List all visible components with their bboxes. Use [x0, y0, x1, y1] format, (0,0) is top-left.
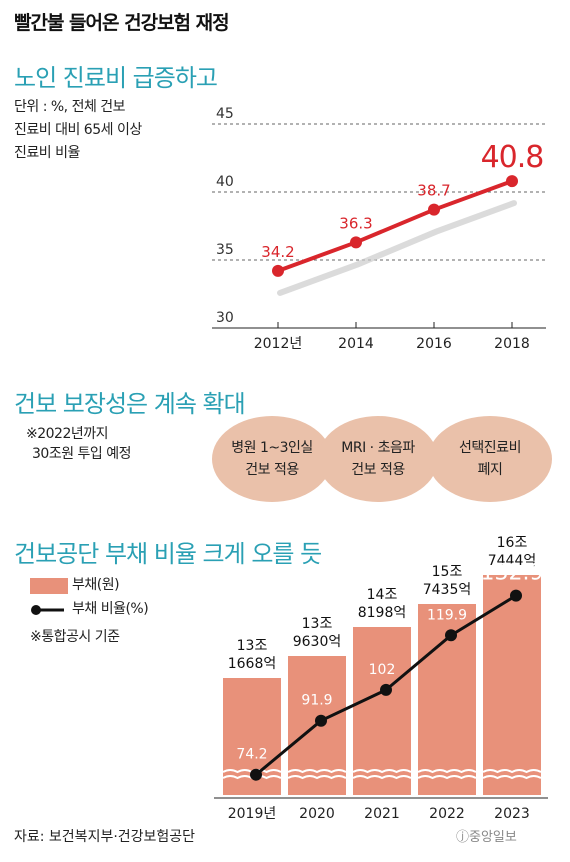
bar-value-label: 7444억 [488, 553, 537, 569]
coverage-line1: 병원 1~3인실 [231, 440, 313, 456]
series-line [277, 179, 513, 273]
data-point [272, 264, 284, 277]
legend-bar-swatch [30, 577, 68, 594]
note-line: ※2022년까지 [26, 426, 109, 442]
y-tick-label: 30 [216, 310, 234, 326]
y-tick-label: 35 [216, 242, 234, 258]
axis-break [417, 775, 477, 780]
data-label: 38.7 [417, 182, 450, 200]
ratio-label: 132.9 [481, 561, 544, 586]
x-tick-label: 2023 [494, 806, 530, 820]
legend-line-label: 부채 비율(%) [72, 601, 149, 617]
coverage-line2: 건보 적용 [245, 462, 299, 478]
x-tick-label: 2020 [299, 806, 335, 820]
ratio-label: 102 [369, 662, 396, 678]
bar-value-label: 1668억 [228, 656, 277, 672]
debt-bar [483, 575, 541, 795]
legend-bar: 부채(원) [30, 574, 120, 597]
series-shadow [277, 200, 517, 296]
section1-note: 단위 : %, 전체 건보 진료비 대비 65세 이상 진료비 비율 [14, 96, 142, 165]
legend-bar-label: 부채(원) [72, 577, 120, 593]
legend-line: 부채 비율(%) [30, 598, 149, 621]
main-title: 빨간불 들어온 건강보험 재정 [14, 12, 230, 34]
x-tick-label: 2018 [494, 336, 530, 352]
axis-break [352, 775, 412, 780]
x-tick-label: 2014 [338, 336, 374, 352]
note-line: 진료비 비율 [14, 145, 80, 161]
publisher-logo: ⓙ중앙일보 [456, 830, 517, 845]
coverage-line2: 폐지 [477, 462, 503, 478]
data-label: 40.8 [481, 140, 544, 175]
ratio-label: 74.2 [236, 747, 267, 763]
y-tick-label: 45 [216, 106, 234, 122]
bar-value-label: 7435억 [423, 582, 472, 598]
ratio-point [445, 629, 457, 642]
x-tick-label: 2019년 [228, 806, 277, 820]
ratio-point [315, 714, 327, 727]
section1-title: 노인 진료비 급증하고 [14, 64, 218, 92]
axis-break [482, 769, 542, 774]
axis-break [417, 769, 477, 774]
section3-title: 건보공단 부채 비율 크게 오를 듯 [14, 540, 322, 568]
bar-value-label: 16조 [497, 535, 528, 551]
data-point [350, 236, 362, 249]
section3-note: ※통합공시 기준 [30, 629, 120, 645]
note-line: 30조원 투입 예정 [32, 446, 132, 462]
data-label: 36.3 [339, 214, 372, 232]
ratio-point [510, 589, 522, 602]
bar-value-label: 13조 [237, 638, 268, 654]
axis-break [287, 769, 347, 774]
coverage-line1: MRI · 초음파 [341, 440, 415, 456]
bar-value-label: 14조 [367, 587, 398, 603]
debt-chart: 13조 1668억 2019년 13조 9630억 2020 14조 8198억 2021 15조… [214, 535, 548, 820]
x-tick-label: 2022 [429, 806, 465, 820]
ratio-label: 91.9 [301, 693, 332, 709]
axis-break [482, 775, 542, 780]
axis-break [287, 775, 347, 780]
ratio-point [250, 768, 262, 781]
note-line: 진료비 대비 65세 이상 [14, 122, 142, 138]
bar-value-label: 8198억 [358, 605, 407, 621]
ratio-label: 119.9 [427, 607, 467, 623]
ratio-point [380, 683, 392, 696]
x-tick-label: 2021 [364, 806, 400, 820]
x-tick-label: 2012년 [254, 336, 303, 352]
bar-value-label: 9630억 [293, 634, 342, 650]
section2-note: ※2022년까지 30조원 투입 예정 [26, 424, 132, 464]
section2-title: 건보 보장성은 계속 확대 [14, 390, 246, 418]
data-label: 34.2 [261, 243, 294, 261]
bar-value-label: 13조 [302, 616, 333, 632]
data-point [506, 175, 518, 188]
note-line: 단위 : %, 전체 건보 [14, 99, 126, 115]
source-text: 자료: 보건복지부·건강보험공단 [14, 829, 196, 845]
legend-line-icon [31, 604, 64, 615]
bar-value-label: 15조 [432, 564, 463, 580]
x-tick-label: 2016 [416, 336, 452, 352]
coverage-line2: 건보 적용 [351, 462, 405, 478]
y-tick-label: 40 [216, 174, 234, 190]
coverage-line1: 선택진료비 [459, 440, 521, 456]
axis-break [352, 769, 412, 774]
debt-bar [353, 627, 411, 795]
line-chart: 30 35 40 45 2012년 2014 2016 2018 34.2 36.3 38.7 40.… [212, 106, 546, 352]
data-point [428, 203, 440, 216]
